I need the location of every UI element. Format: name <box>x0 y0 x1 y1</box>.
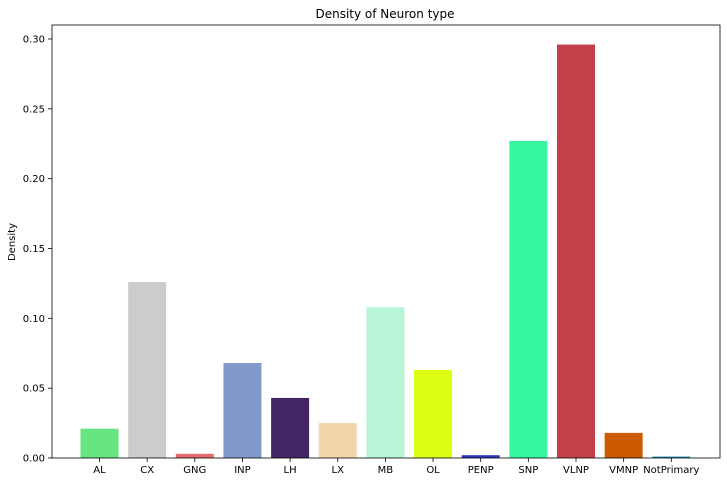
bar-inp <box>223 363 262 458</box>
bar-lx <box>318 423 357 458</box>
y-axis-label: Density <box>7 223 18 261</box>
x-tick-label: VLNP <box>563 465 589 476</box>
y-tick-label: 0.05 <box>23 384 45 395</box>
y-tick-label: 0.20 <box>23 174 45 185</box>
bar-vmnp <box>604 432 643 458</box>
x-axis-ticks: AL CX GNG INP LH LX MB OL PENP SNP VLNP VMNP NotPrim… <box>93 458 699 476</box>
x-tick-label: VMNP <box>609 465 638 476</box>
x-tick-label: GNG <box>183 465 206 476</box>
bar-cx <box>128 282 167 458</box>
x-tick-label: LX <box>332 465 345 476</box>
bar-vlnp <box>557 44 595 458</box>
bar-lh <box>271 397 310 458</box>
bar-gng <box>175 453 214 458</box>
axes-frame <box>51 24 721 459</box>
y-axis-ticks: 0.00 0.05 0.10 0.15 0.20 0.25 0.30 <box>23 34 52 465</box>
bar-notprimary <box>652 456 691 458</box>
y-tick-label: 0.30 <box>23 34 45 45</box>
x-tick-label: INP <box>234 465 250 476</box>
x-tick-label: SNP <box>518 465 538 476</box>
x-tick-label: PENP <box>468 465 494 476</box>
x-tick-label: LH <box>284 465 297 476</box>
x-tick-label: NotPrimary <box>643 465 699 476</box>
x-tick-label: CX <box>140 465 154 476</box>
y-tick-label: 0.10 <box>23 314 45 325</box>
x-tick-label: OL <box>426 465 440 476</box>
x-tick-label: MB <box>378 465 394 476</box>
y-tick-label: 0.25 <box>23 104 45 115</box>
bar-ol <box>414 370 453 458</box>
chart-title: Density of Neuron type <box>315 7 454 21</box>
bars-layer <box>80 44 691 458</box>
bar-mb <box>366 307 405 458</box>
bar-penp <box>461 455 500 458</box>
plot-frame <box>51 24 721 459</box>
y-tick-label: 0.00 <box>23 454 45 465</box>
y-tick-label: 0.15 <box>23 244 45 255</box>
x-tick-label: AL <box>93 465 106 476</box>
bar-al <box>80 428 119 458</box>
bar-snp <box>509 140 548 458</box>
